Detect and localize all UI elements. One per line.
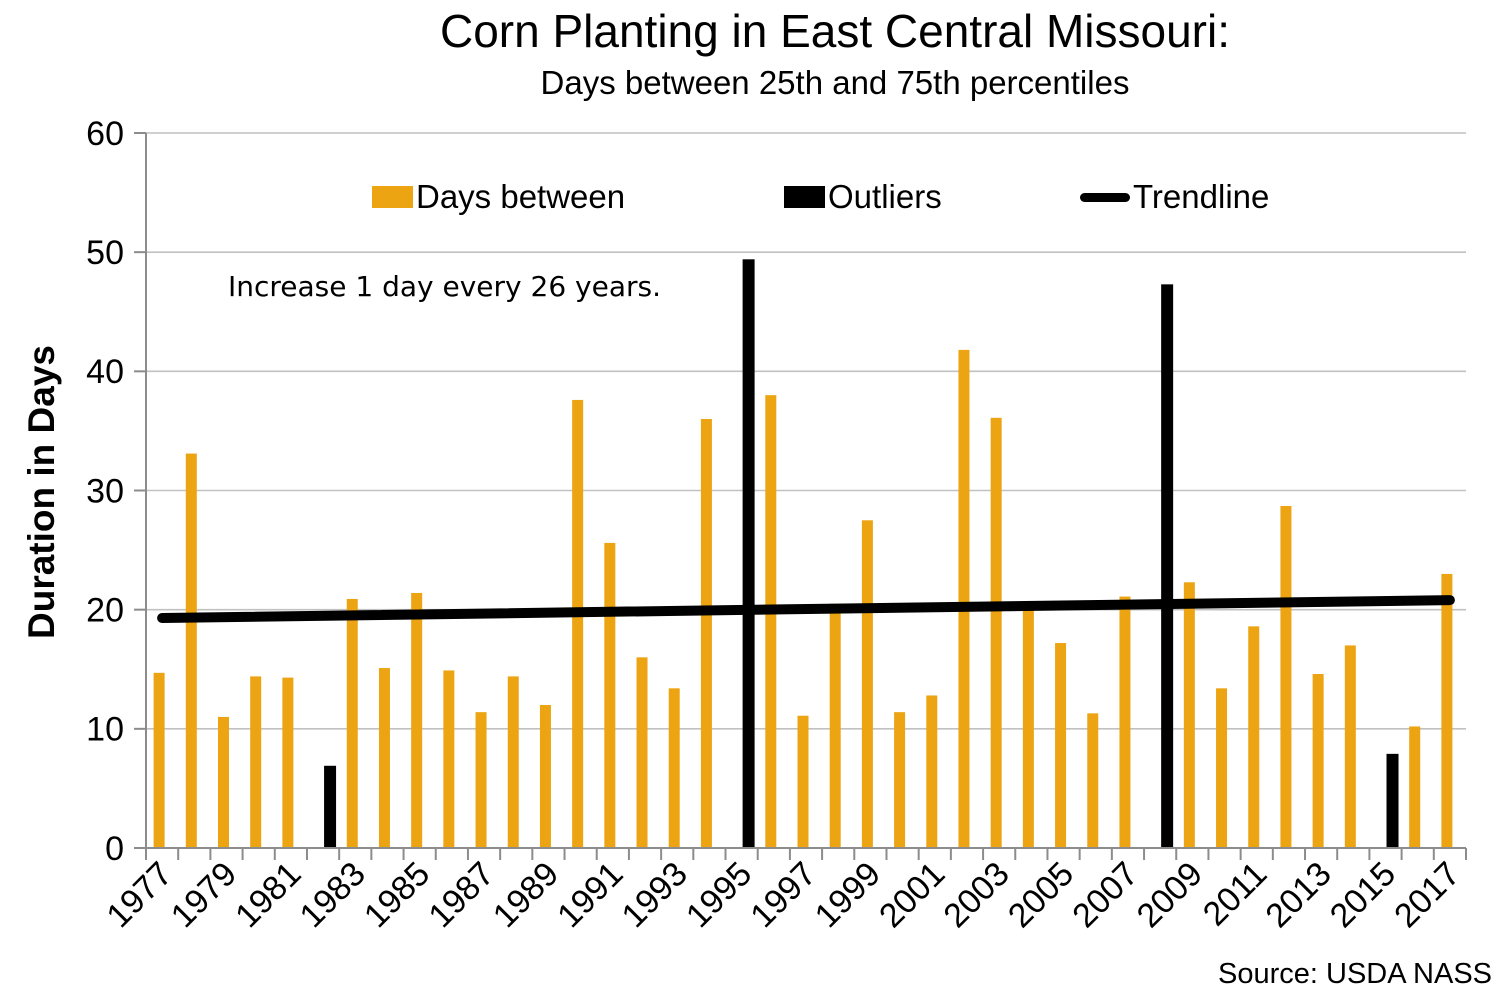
x-tick-label-2007: 2007 <box>1065 855 1145 935</box>
x-tick-label-2011: 2011 <box>1196 855 1275 934</box>
bar-days-between-1986 <box>443 670 455 848</box>
trendline-swatch-icon <box>1080 192 1130 202</box>
x-tick-label-1983: 1983 <box>293 855 373 935</box>
bar-days-between-1983 <box>346 598 358 848</box>
bar-days-between-1987 <box>475 712 487 848</box>
x-tick-label-1987: 1987 <box>421 855 501 935</box>
bar-outlier-1995 <box>742 259 755 849</box>
bar-days-between-1992 <box>636 657 648 848</box>
bar-days-between-2009 <box>1183 582 1195 848</box>
bar-days-between-2006 <box>1087 713 1099 848</box>
bar-days-between-1999 <box>861 520 873 848</box>
legend-item-days-between: Days between <box>372 178 625 216</box>
chart-title: Corn Planting in East Central Missouri: <box>440 5 1230 57</box>
x-tick-label-1989: 1989 <box>486 855 566 935</box>
bar-days-between-1991 <box>604 542 616 848</box>
bar-days-between-2017 <box>1441 573 1453 848</box>
bar-days-between-1989 <box>539 705 551 848</box>
y-tick-label-40: 40 <box>86 353 124 391</box>
x-tick-label-2017: 2017 <box>1387 855 1467 935</box>
bar-days-between-2011 <box>1248 626 1260 848</box>
legend-item-outliers: Outliers <box>784 178 942 216</box>
bar-days-between-1979 <box>217 716 229 848</box>
chart-subtitle: Days between 25th and 75th percentiles <box>540 64 1130 101</box>
bar-days-between-2013 <box>1312 674 1324 848</box>
bar-days-between-2007 <box>1119 596 1131 848</box>
trend-annotation: Increase 1 day every 26 years. <box>228 270 662 303</box>
bar-days-between-2012 <box>1280 505 1292 848</box>
legend-label-outliers: Outliers <box>828 178 942 215</box>
x-tick-label-2001: 2001 <box>872 855 952 935</box>
outliers-swatch-icon <box>784 186 825 208</box>
bar-days-between-1990 <box>572 399 584 848</box>
source-note: Source: USDA NASS <box>1218 958 1492 990</box>
bar-days-between-1980 <box>250 676 262 848</box>
bar-outlier-2008 <box>1161 284 1174 848</box>
x-tick-label-2009: 2009 <box>1130 855 1210 935</box>
x-tick-label-1993: 1993 <box>615 855 695 935</box>
bar-days-between-1993 <box>668 688 680 848</box>
y-tick-label-20: 20 <box>86 592 124 630</box>
legend-item-trendline: Trendline <box>1080 178 1269 216</box>
legend-label-days-between: Days between <box>416 178 626 215</box>
x-tick-label-2003: 2003 <box>936 855 1016 935</box>
bar-days-between-1977 <box>153 672 165 848</box>
bar-outlier-2015 <box>1386 753 1399 848</box>
bar-days-between-1994 <box>700 419 712 848</box>
bar-days-between-2000 <box>894 712 906 848</box>
x-tick-label-2013: 2013 <box>1258 855 1338 935</box>
x-tick-label-1999: 1999 <box>808 855 888 935</box>
y-tick-label-50: 50 <box>86 234 124 272</box>
x-tick-label-2005: 2005 <box>1001 855 1081 935</box>
bar-days-between-1985 <box>411 592 423 848</box>
trendline <box>157 595 1455 624</box>
days-between-swatch-icon <box>372 186 413 208</box>
bar-days-between-2010 <box>1216 688 1228 848</box>
bar-days-between-2005 <box>1055 643 1067 848</box>
bar-days-between-2003 <box>990 417 1002 848</box>
bar-outlier-1982 <box>324 765 337 848</box>
y-tick-label-0: 0 <box>105 830 124 868</box>
x-tick-label-1981: 1981 <box>228 855 308 935</box>
legend-label-trendline: Trendline <box>1133 178 1270 215</box>
x-tick-label-2015: 2015 <box>1323 855 1403 935</box>
x-tick-label-1995: 1995 <box>679 855 759 935</box>
bar-days-between-1984 <box>378 668 390 848</box>
bar-days-between-2004 <box>1022 609 1034 848</box>
y-tick-label-10: 10 <box>86 711 124 749</box>
bar-days-between-2016 <box>1409 726 1421 848</box>
x-tick-label-1991: 1991 <box>550 855 630 935</box>
y-tick-label-30: 30 <box>86 472 124 510</box>
bar-days-between-2014 <box>1344 645 1356 848</box>
x-tick-label-1985: 1985 <box>357 855 437 935</box>
bar-days-between-2001 <box>926 695 938 848</box>
y-axis-title: Duration in Days <box>21 345 62 639</box>
bar-days-between-1996 <box>765 395 777 848</box>
bar-days-between-2002 <box>958 349 970 848</box>
bar-days-between-1998 <box>829 603 841 848</box>
bar-days-between-1978 <box>185 453 197 848</box>
x-tick-label-1979: 1979 <box>164 855 244 935</box>
bar-days-between-1981 <box>282 677 294 848</box>
bar-days-between-1997 <box>797 715 809 848</box>
y-tick-label-60: 60 <box>86 115 124 153</box>
x-tick-label-1997: 1997 <box>743 855 823 935</box>
bar-days-between-1988 <box>507 676 519 848</box>
